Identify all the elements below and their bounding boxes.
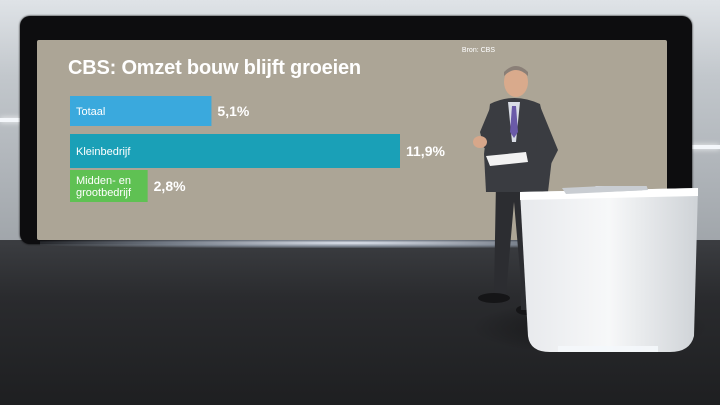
bar-category-label-1: Totaal: [76, 106, 105, 118]
bar-3: [70, 170, 148, 202]
video-wall-floor-glow: [40, 238, 660, 248]
bar-value-label-1: 5,1%: [217, 103, 249, 119]
bar-1: [70, 96, 212, 126]
bar-value-label-2: 11,9%: [406, 143, 445, 159]
wall-light-strip-left: [0, 118, 22, 122]
presenter-desk: [520, 186, 698, 352]
presenter-figure: [473, 66, 558, 315]
bar-chart: Totaal 5,1% Kleinbedrijf 11,9% Midden- en gro…: [70, 96, 445, 202]
chart-source: Bron: CBS: [461, 47, 495, 54]
bar-value-label-3: 2,8%: [154, 178, 186, 194]
bar-category-label-2: Kleinbedrijf: [76, 146, 131, 158]
bar-2: [70, 134, 400, 168]
chart-title: CBS: Omzet bouw blijft groeien: [68, 57, 361, 79]
wall-light-strip-right: [690, 145, 720, 149]
bar-category-label-3: Midden- en grootbedrijf: [76, 175, 132, 199]
